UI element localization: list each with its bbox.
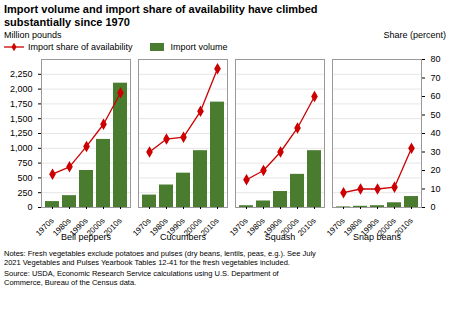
svg-text:40: 40	[431, 128, 441, 138]
svg-text:Squash: Squash	[265, 232, 296, 242]
svg-text:1990s: 1990s	[261, 215, 284, 238]
html-text:Source: USDA, Economic Researc: Source: USDA, Economic Research Service …	[4, 268, 279, 287]
svg-text:Snap beans: Snap beans	[353, 232, 402, 242]
svg-text:10: 10	[431, 184, 441, 194]
svg-text:2010s: 2010s	[296, 216, 318, 238]
svg-text:750: 750	[17, 158, 32, 168]
svg-text:1990s: 1990s	[358, 215, 381, 238]
svg-text:1970s: 1970s	[228, 216, 250, 238]
html-text:Import share of availability: Import share of availability	[28, 41, 133, 52]
html-text:Import volume and import share: Import volume and import share of availa…	[4, 3, 318, 28]
html-text:Import volume: Import volume	[170, 41, 228, 52]
svg-text:1980s: 1980s	[341, 215, 364, 238]
html-text:Notes: Fresh vegetables exclud: Notes: Fresh vegetables exclude potatoes…	[4, 248, 316, 267]
svg-text:1970s: 1970s	[325, 216, 347, 238]
svg-text:60: 60	[431, 91, 441, 101]
svg-text:1980s: 1980s	[147, 215, 170, 238]
svg-text:1,750: 1,750	[10, 99, 33, 109]
svg-text:2,000: 2,000	[10, 84, 33, 94]
svg-text:2010s: 2010s	[101, 215, 124, 238]
svg-text:1980s: 1980s	[50, 215, 73, 238]
svg-text:70: 70	[431, 73, 441, 83]
svg-text:2000s: 2000s	[375, 215, 398, 238]
svg-text:1,500: 1,500	[10, 113, 33, 123]
svg-text:30: 30	[431, 147, 441, 157]
svg-text:2000s: 2000s	[181, 215, 204, 238]
svg-text:1970s: 1970s	[131, 216, 153, 238]
svg-text:80: 80	[431, 54, 441, 64]
svg-text:1990s: 1990s	[164, 215, 187, 238]
svg-text:1980s: 1980s	[245, 216, 267, 238]
svg-text:2,250: 2,250	[10, 69, 33, 79]
svg-text:50: 50	[431, 110, 441, 120]
svg-text:0: 0	[431, 202, 436, 212]
html-text:Share (percent): Share (percent)	[383, 29, 446, 40]
svg-text:Bell peppers: Bell peppers	[61, 232, 112, 242]
html-text:Million pounds: Million pounds	[4, 29, 62, 40]
svg-text:1,000: 1,000	[10, 143, 33, 153]
svg-text:1990s: 1990s	[67, 215, 90, 238]
svg-text:2000s: 2000s	[278, 215, 301, 238]
svg-text:500: 500	[17, 173, 32, 183]
svg-text:2010s: 2010s	[392, 215, 415, 238]
svg-text:2010s: 2010s	[198, 215, 221, 238]
svg-text:1,250: 1,250	[10, 128, 33, 138]
svg-text:20: 20	[431, 165, 441, 175]
svg-text:Cucumbers: Cucumbers	[160, 232, 207, 242]
svg-text:0: 0	[27, 202, 32, 212]
svg-text:2000s: 2000s	[84, 215, 107, 238]
svg-text:1970s: 1970s	[34, 216, 56, 238]
svg-text:250: 250	[17, 187, 32, 197]
